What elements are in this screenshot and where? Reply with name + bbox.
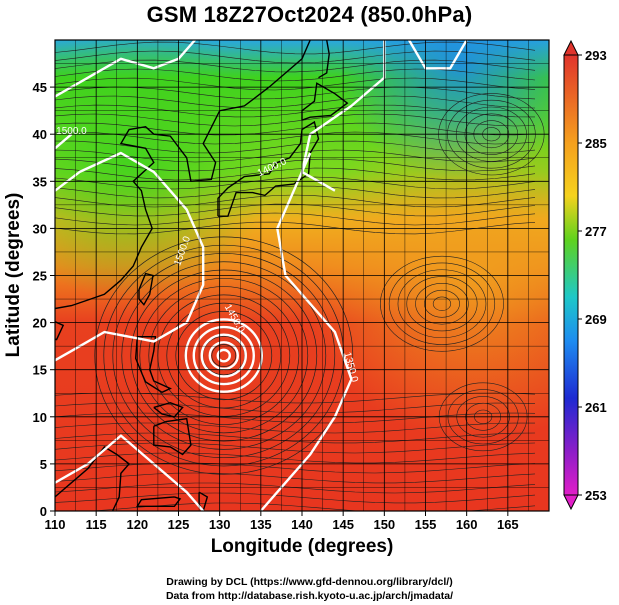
contour-cyclone [200, 333, 247, 378]
streamline [55, 50, 536, 64]
streamlines [55, 41, 545, 511]
contour-cyclone [216, 348, 231, 363]
y-tick-label: 35 [33, 174, 47, 189]
streamline [55, 502, 536, 511]
y-tick-label: 0 [40, 504, 47, 519]
streamline [55, 194, 536, 208]
contour-line [407, 40, 468, 70]
streamline-vortex [121, 261, 327, 450]
streamline-vortex [94, 236, 354, 475]
x-tick-label: 145 [332, 517, 354, 532]
contour-cyclone [192, 325, 255, 386]
streamline [55, 392, 536, 404]
streamline-vortex [112, 253, 336, 459]
streamline-vortex [397, 269, 487, 339]
y-tick-label: 45 [33, 80, 47, 95]
colorbar-tick-label: 269 [585, 312, 607, 327]
streamline [55, 462, 536, 474]
coastline [55, 320, 65, 341]
x-tick-label: 155 [415, 517, 437, 532]
streamline [55, 442, 536, 454]
x-tick-label: 165 [497, 517, 519, 532]
y-tick-label: 5 [40, 457, 47, 472]
contour-cyclone [184, 318, 263, 393]
x-tick-label: 140 [291, 517, 313, 532]
streamline-vortex [148, 286, 300, 425]
streamline [55, 122, 536, 136]
lat-lon-grid [55, 40, 549, 511]
streamline [55, 41, 536, 55]
streamline-vortex [130, 269, 318, 442]
streamline-vortex [432, 296, 452, 311]
x-axis-label: Longitude (degrees) [210, 536, 394, 557]
x-tick-label: 115 [86, 517, 107, 532]
y-tick-label: 10 [33, 410, 47, 425]
streamline-vortex [380, 255, 504, 352]
streamline-vortex [424, 289, 460, 318]
streamline-vortex [388, 262, 496, 345]
streamline [55, 412, 536, 424]
x-tick-label: 150 [373, 517, 395, 532]
streamline-vortex [415, 283, 469, 325]
streamline [55, 158, 536, 172]
streamline [55, 472, 536, 484]
streamline [55, 68, 536, 82]
colorbar: 293 285 277 269 261 253 [563, 39, 607, 511]
colorbar-min-arrow [563, 494, 579, 511]
y-tick-label: 25 [33, 269, 47, 284]
streamline-vortex [175, 311, 273, 401]
streamline [55, 131, 536, 145]
streamline-vortex [406, 276, 478, 332]
streamline [55, 176, 536, 190]
contour-cyclone [208, 341, 239, 371]
coastline [153, 417, 192, 456]
coastline [136, 496, 182, 507]
streamline [55, 422, 536, 434]
streamline [55, 203, 536, 217]
streamline [55, 140, 536, 154]
credit-drawing: Drawing by DCL (https://www.gfd-dennou.o… [166, 576, 453, 588]
chart-title: GSM 18Z27Oct2024 (850.0hPa) [146, 2, 473, 27]
x-tick-label: 135 [250, 517, 272, 532]
credit-data-source: Data from http://database.rish.kyoto-u.a… [165, 590, 454, 602]
colorbar-tick-label: 261 [585, 400, 607, 415]
colorbar-scale [563, 54, 579, 496]
x-tick-label: 110 [45, 517, 66, 532]
colorbar-tick-label: 277 [585, 224, 607, 239]
colorbar-tick-label: 293 [585, 48, 607, 63]
streamline-vortex [139, 277, 309, 434]
coastline [301, 82, 349, 121]
streamline [55, 113, 536, 127]
colorbar-tick-label: 285 [585, 136, 607, 151]
streamline [55, 167, 536, 181]
y-axis-label-text: Latitude (degrees) [3, 192, 24, 358]
streamline [55, 221, 536, 235]
contour-line [55, 133, 73, 150]
streamline [55, 77, 536, 91]
colorbar-max-arrow [563, 39, 579, 56]
streamline [55, 432, 536, 444]
streamline-vortex [211, 344, 237, 367]
x-tick-label: 125 [168, 517, 190, 532]
streamline [55, 95, 536, 109]
x-tick-label: 130 [209, 517, 231, 532]
y-tick-label: 40 [33, 127, 47, 142]
contour-label: 1500.0 [56, 126, 87, 137]
y-tick-label: 20 [33, 316, 47, 331]
y-tick-label: 15 [33, 363, 47, 378]
x-tick-label: 120 [126, 517, 148, 532]
colorbar-tick-label: 253 [585, 488, 607, 503]
contour-line [55, 151, 205, 362]
x-tick-label: 160 [456, 517, 478, 532]
coastline [55, 40, 311, 310]
streamline [55, 185, 536, 199]
y-tick-label: 30 [33, 221, 47, 236]
streamline [55, 402, 536, 414]
